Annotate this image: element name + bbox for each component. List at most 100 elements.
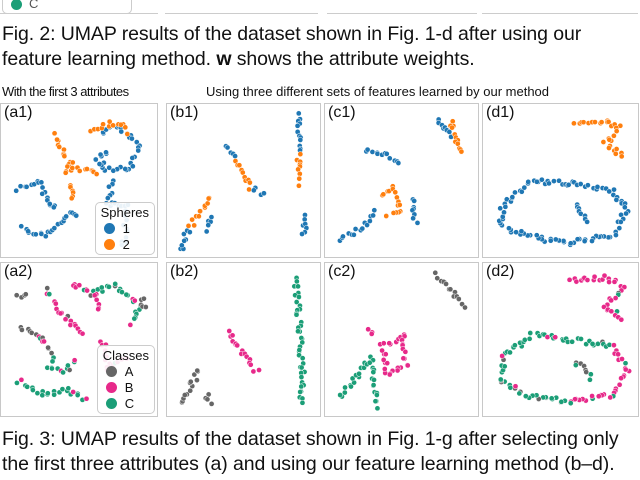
data-point — [32, 231, 39, 238]
data-point — [606, 145, 612, 151]
data-point — [615, 351, 621, 358]
data-point — [110, 122, 116, 129]
data-point — [298, 383, 305, 390]
data-point — [340, 233, 346, 240]
data-point — [589, 393, 595, 399]
data-point — [79, 330, 86, 337]
legend-label: B — [124, 379, 134, 395]
data-point — [598, 119, 605, 125]
data-point — [606, 188, 613, 195]
legend-label: 1 — [122, 220, 130, 236]
data-point — [349, 375, 356, 382]
data-point — [455, 296, 462, 302]
data-point — [118, 121, 124, 128]
data-point — [124, 131, 131, 137]
umap-panel: (a2) Classes A B C — [0, 262, 158, 417]
data-point — [293, 311, 300, 318]
data-point — [380, 191, 387, 198]
data-point — [65, 385, 72, 392]
panel-label: (b1) — [170, 104, 199, 121]
data-point — [84, 287, 90, 294]
data-point — [23, 183, 30, 190]
data-point — [613, 232, 619, 238]
data-point — [203, 228, 210, 235]
data-point — [364, 222, 370, 228]
data-point — [594, 184, 601, 190]
data-point — [595, 393, 602, 400]
data-point — [454, 140, 461, 147]
data-point — [600, 139, 607, 145]
data-point — [297, 137, 304, 143]
data-point — [296, 175, 303, 182]
data-point — [390, 210, 397, 216]
data-point — [122, 124, 129, 131]
data-point — [106, 183, 112, 190]
data-point — [44, 285, 51, 291]
data-point — [246, 186, 252, 193]
data-point — [374, 405, 381, 412]
fig3-caption-line2: the first three attributes (a) and using… — [2, 453, 615, 475]
data-point — [261, 190, 267, 197]
data-point — [61, 146, 67, 153]
panel-label: (d1) — [486, 104, 515, 121]
data-point — [62, 169, 69, 176]
data-point — [30, 387, 36, 393]
data-point — [224, 144, 231, 151]
data-point — [112, 281, 119, 287]
data-point — [571, 120, 577, 127]
data-point — [185, 222, 192, 229]
data-point — [299, 399, 306, 406]
data-point — [589, 341, 596, 347]
umap-panel: (d1) — [482, 103, 639, 258]
data-point — [96, 161, 103, 167]
data-point — [395, 160, 402, 166]
data-point — [569, 338, 575, 345]
legend-marker — [105, 365, 117, 377]
data-point — [522, 393, 529, 399]
data-point — [103, 149, 109, 156]
header-learned-features: Using three different sets of features l… — [206, 84, 550, 99]
data-point — [365, 326, 372, 333]
data-point — [247, 179, 253, 186]
data-point — [13, 292, 20, 299]
data-point — [68, 195, 75, 202]
data-point — [39, 190, 46, 197]
data-point — [381, 366, 388, 372]
data-point — [371, 207, 378, 214]
data-point — [611, 279, 618, 285]
data-point — [612, 295, 619, 301]
data-point — [100, 121, 106, 128]
data-point — [299, 231, 305, 237]
data-point — [119, 289, 125, 295]
data-point — [497, 205, 504, 212]
header-first-attributes: With the first 3 attributes — [2, 84, 129, 99]
data-point — [351, 231, 357, 238]
classes-legend: Classes A B C — [96, 345, 155, 414]
legend-item: 1 — [101, 220, 149, 236]
data-point — [236, 162, 243, 169]
fig2-caption-line2: feature learning method. w shows the att… — [2, 48, 475, 70]
data-point — [44, 390, 51, 397]
data-point — [13, 187, 20, 194]
data-point — [19, 327, 25, 333]
class-c-dot — [11, 0, 22, 10]
umap-panel: (c1) — [324, 103, 479, 258]
data-point — [410, 215, 416, 222]
data-point — [601, 272, 608, 279]
data-point — [548, 395, 555, 402]
data-point — [374, 150, 381, 157]
data-point — [386, 155, 393, 162]
panel-label: (c1) — [328, 104, 356, 121]
data-point — [618, 375, 624, 382]
data-point — [93, 171, 100, 177]
data-point — [458, 148, 465, 155]
data-point — [619, 356, 625, 362]
data-point — [521, 184, 528, 191]
data-point — [256, 367, 262, 373]
data-point — [400, 355, 407, 362]
data-point — [546, 180, 552, 187]
data-point — [605, 118, 612, 125]
data-point — [366, 359, 373, 366]
data-point — [348, 383, 354, 390]
data-point — [411, 198, 418, 204]
